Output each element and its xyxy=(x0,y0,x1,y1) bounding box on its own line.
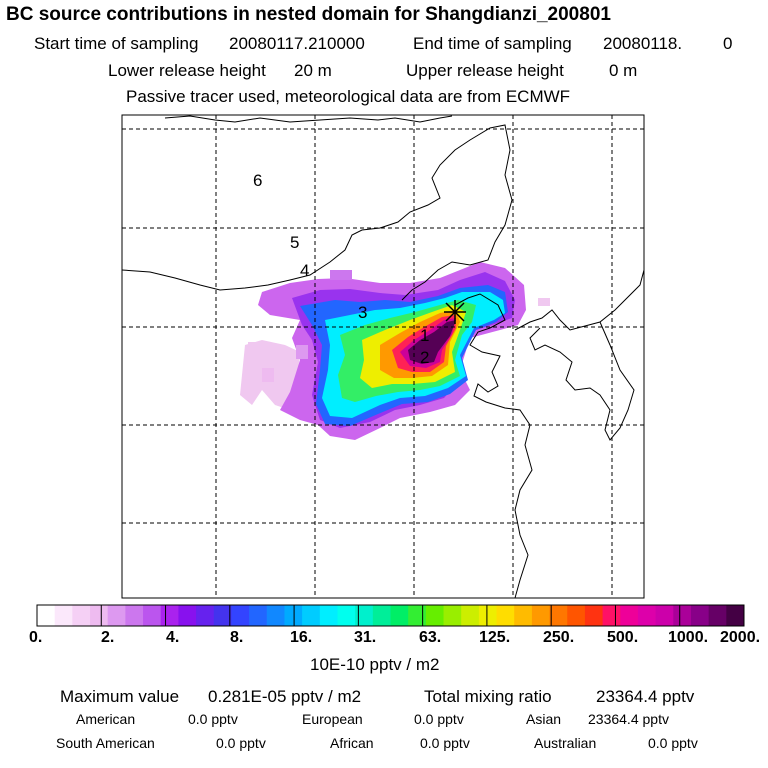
color-bar-tick-label: 125. xyxy=(479,629,511,646)
region-label-5: 5 xyxy=(290,233,299,252)
region-label-4: 4 xyxy=(300,261,309,280)
contour-patch xyxy=(262,368,274,382)
max-value: 0.281E-05 pptv / m2 xyxy=(208,687,362,706)
color-bar-tick-label: 1000. xyxy=(668,629,709,646)
color-bar-tick-label: 250. xyxy=(543,629,575,646)
color-bar-tick-label: 16. xyxy=(290,629,313,646)
region-label-3: 3 xyxy=(358,303,367,322)
coastline-north xyxy=(164,115,453,123)
contour-patch xyxy=(296,345,308,359)
border-mongolia xyxy=(122,124,513,301)
contribution-value-european: 0.0 pptv xyxy=(414,711,464,727)
contribution-name-american: American xyxy=(76,711,136,727)
color-bar-tick-label: 2. xyxy=(101,629,115,646)
map-frame xyxy=(121,114,645,599)
max-value-label: Maximum value xyxy=(60,687,180,706)
contribution-name-african: African xyxy=(330,735,374,751)
region-label-1: 1 xyxy=(420,326,429,345)
plot-title: BC source contributions in nested domain… xyxy=(6,4,611,25)
coastline-korea xyxy=(514,269,644,331)
total-mixing-ratio-label: Total mixing ratio xyxy=(424,687,552,706)
contour-patch xyxy=(538,298,550,306)
lower-release-value: 20 m xyxy=(294,61,332,80)
receptor-marker-icon xyxy=(444,300,466,324)
coastline-peninsula xyxy=(529,321,635,441)
tracer-note: Passive tracer used, meteorological data… xyxy=(126,87,571,106)
contour-patch xyxy=(248,342,262,356)
source-contribution-map: 1 2 3 4 5 6 xyxy=(121,114,645,599)
color-bar-tick-label: 31. xyxy=(354,629,377,646)
color-bar-tick-labels: 0. 2. 4. 8. 16. 31. 63. 125. 250. 500. 1000. 2000. xyxy=(26,629,766,649)
end-time-label: End time of sampling xyxy=(413,34,572,53)
contour-level-dark-purple xyxy=(408,320,456,364)
color-bar-tick-label: 4. xyxy=(166,629,180,646)
end-time-extra: 0 xyxy=(723,34,733,53)
contribution-value-asian: 23364.4 pptv xyxy=(588,711,669,727)
contribution-value-american: 0.0 pptv xyxy=(188,711,238,727)
region-label-2: 2 xyxy=(420,348,429,367)
total-mixing-ratio-value: 23364.4 pptv xyxy=(596,687,695,706)
region-label-6: 6 xyxy=(253,171,262,190)
contribution-name-australian: Australian xyxy=(534,735,597,751)
upper-release-label: Upper release height xyxy=(406,61,564,80)
end-time-value: 20080118. xyxy=(603,34,683,53)
contribution-name-south-american: South American xyxy=(56,735,155,751)
color-bar-tick-label: 2000. xyxy=(720,629,761,646)
color-bar-tick-label: 8. xyxy=(230,629,244,646)
lower-release-label: Lower release height xyxy=(108,61,266,80)
color-bar-unit: 10E-10 pptv / m2 xyxy=(310,655,440,674)
lat-lon-grid xyxy=(122,115,644,598)
contribution-value-african: 0.0 pptv xyxy=(420,735,470,751)
coastline-east xyxy=(454,293,533,598)
contour-patch xyxy=(330,270,352,280)
color-bar-tick-label: 500. xyxy=(607,629,639,646)
contribution-value-australian: 0.0 pptv xyxy=(648,735,698,751)
region-labels: 1 2 3 4 5 6 xyxy=(253,171,429,367)
start-time-label: Start time of sampling xyxy=(34,34,199,53)
coastlines xyxy=(122,115,644,598)
start-time-value: 20080117.210000 xyxy=(229,34,365,53)
color-bar-tick-label: 63. xyxy=(419,629,442,646)
color-bar-tick-label: 0. xyxy=(29,629,43,646)
contribution-value-south-american: 0.0 pptv xyxy=(216,735,266,751)
contribution-name-asian: Asian xyxy=(526,711,562,727)
contribution-name-european: European xyxy=(302,711,363,727)
upper-release-value: 0 m xyxy=(609,61,638,80)
